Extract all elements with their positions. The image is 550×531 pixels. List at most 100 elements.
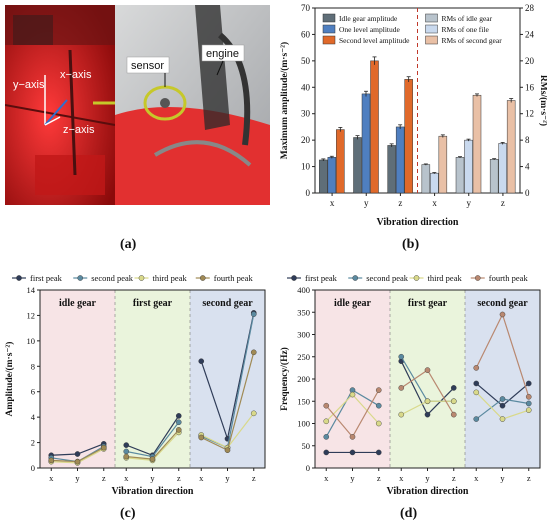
data-point [349, 449, 356, 456]
y2-tick-label: 4 [525, 162, 530, 172]
data-point [525, 394, 532, 400]
data-point [398, 411, 405, 418]
axis-arrow-z [44, 116, 61, 126]
data-point [473, 389, 480, 396]
bar [489, 159, 499, 194]
x-tick-label: z [102, 473, 106, 483]
data-point [398, 385, 405, 391]
region-background [315, 290, 390, 468]
label-engine: engine [206, 48, 239, 60]
legend-label: RMs of one file [442, 25, 490, 34]
legend-swatch [322, 13, 336, 23]
region-background [40, 290, 115, 468]
data-point [323, 434, 330, 440]
label-z-axis: z−axis [63, 124, 95, 136]
panel-label-d: (d) [400, 506, 418, 521]
right-photo: sensor engine [115, 5, 270, 205]
data-point [198, 358, 205, 364]
data-point [375, 420, 382, 427]
legend-label: RMs of idle gear [442, 14, 493, 23]
bar [430, 172, 439, 194]
data-point [123, 442, 130, 448]
x-tick-label: x [330, 198, 335, 208]
y-tick-label: 250 [297, 352, 310, 362]
data-point [149, 456, 156, 462]
data-point [323, 418, 330, 425]
region-label: idle gear [334, 298, 371, 309]
x-tick-label: x [432, 198, 437, 208]
y-tick-label: 12 [27, 310, 36, 320]
legend-label: RMs of second gear [442, 36, 503, 45]
y2-tick-label: 8 [525, 135, 530, 145]
legend-swatch [322, 35, 336, 45]
data-point [349, 391, 356, 398]
data-point [525, 400, 532, 407]
data-point [250, 349, 257, 356]
legend-swatch [425, 24, 438, 34]
data-point [323, 402, 330, 409]
y-tick-label: 350 [297, 307, 310, 317]
legend-marker [291, 275, 297, 281]
data-point [424, 398, 431, 405]
x-tick-label: z [501, 198, 505, 208]
region-background [115, 290, 190, 468]
data-point [450, 411, 457, 418]
y-tick-label: 30 [301, 109, 311, 119]
y-tick-label: 100 [297, 419, 310, 429]
bar [404, 79, 413, 194]
data-point [123, 453, 130, 460]
y-tick-label: 8 [31, 361, 35, 371]
label-x-axis: x−axis [60, 69, 92, 81]
y-tick-label: 14 [27, 285, 36, 295]
data-point [48, 457, 55, 464]
legend-marker [16, 275, 22, 281]
region-background [390, 290, 465, 468]
legend-marker [77, 275, 84, 281]
x-tick-label: y [425, 473, 430, 483]
panel-d-chart: idle gear first gear second gear 0 50 100 150 2… [275, 268, 550, 500]
y-tick-label: 200 [297, 374, 310, 384]
bar [472, 94, 482, 194]
data-point [450, 398, 457, 405]
x-tick-label: z [527, 473, 531, 483]
data-point [398, 353, 405, 360]
y2-tick-label: 20 [525, 56, 535, 66]
panel-label-b: (b) [402, 237, 420, 252]
data-point [100, 444, 107, 451]
y2-tick-label: 12 [525, 109, 534, 119]
y-tick-label: 400 [297, 285, 310, 295]
y-tick-label: 10 [27, 336, 36, 346]
label-y-axis: y−axis [13, 79, 45, 91]
legend-label: Second level amplitude [339, 36, 410, 45]
legend-marker [352, 275, 359, 281]
y2-axis-title: RMs/(m·s⁻²) [538, 75, 547, 126]
x-tick-label: x [199, 473, 204, 483]
bar [336, 129, 345, 194]
y2-tick-label: 28 [525, 3, 535, 13]
y-tick-label: 50 [302, 441, 311, 451]
x-tick-label: x [399, 473, 404, 483]
y-tick-label: 2 [31, 438, 35, 448]
x-tick-label: z [377, 473, 381, 483]
x-axis-title: Vibration direction [112, 486, 194, 497]
bar [421, 164, 431, 194]
data-point [375, 449, 382, 456]
bar [438, 135, 448, 194]
bar [353, 137, 362, 194]
data-point [175, 427, 182, 433]
bar [387, 145, 396, 194]
data-point [424, 411, 431, 418]
bar [370, 60, 379, 194]
x-tick-label: x [49, 473, 54, 483]
data-point [375, 387, 382, 393]
panel-b-chart: 0 10 20 30 40 50 60 70 0 4 8 12 16 20 24 28 x y z Idle gear… [275, 0, 549, 230]
x-tick-label: y [225, 473, 230, 483]
legend-label: fourth peak [214, 273, 254, 283]
x-axis-title: Vibration direction [387, 486, 469, 497]
data-point [250, 410, 257, 417]
data-point [349, 434, 356, 440]
legend-marker [474, 275, 481, 281]
region-background [465, 290, 540, 468]
data-point [424, 367, 431, 373]
y-tick-label: 6 [31, 387, 35, 397]
